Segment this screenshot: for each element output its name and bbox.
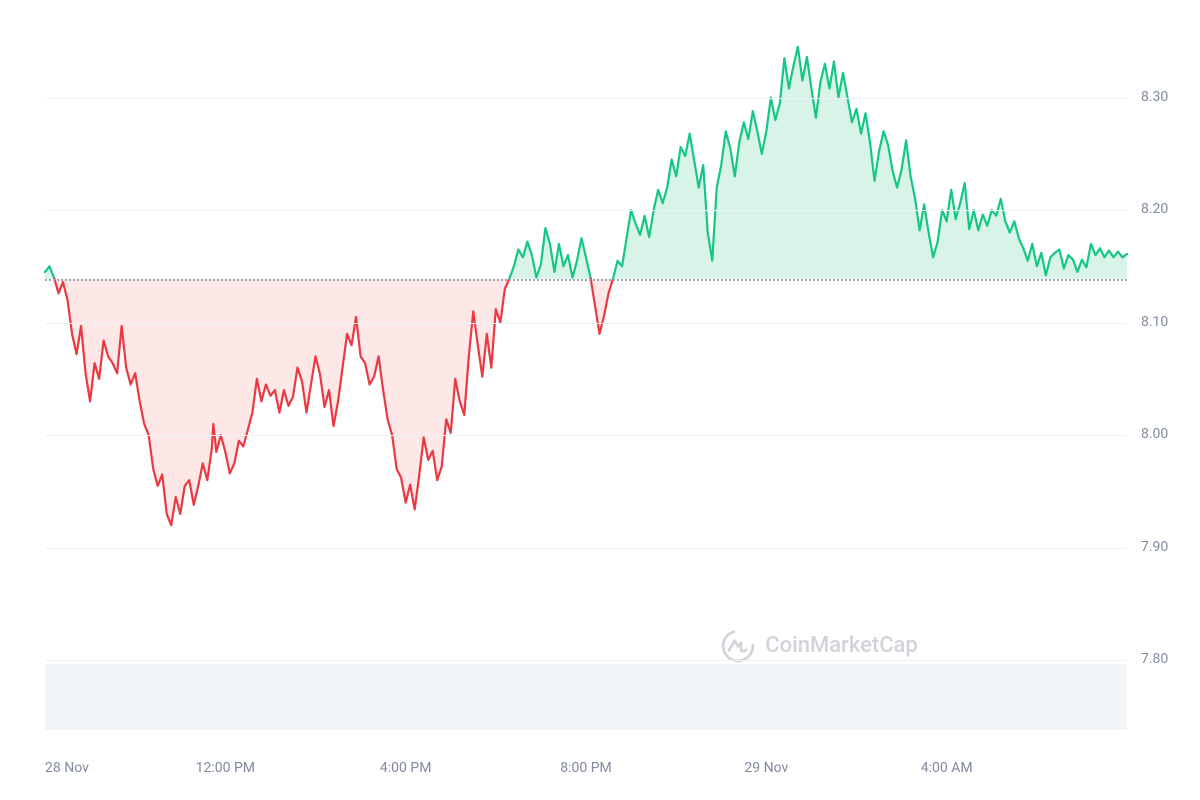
x-axis-label: 12:00 PM <box>196 760 255 776</box>
x-axis-label: 4:00 PM <box>380 760 432 776</box>
y-axis-label: 8.20 <box>1141 201 1168 217</box>
x-axis-label: 4:00 AM <box>921 760 973 776</box>
gridline <box>45 98 1127 99</box>
y-axis-label: 7.90 <box>1141 539 1168 555</box>
volume-strip <box>45 664 1127 731</box>
coinmarketcap-logo-icon <box>721 629 755 663</box>
x-axis-label: 29 Nov <box>744 760 788 776</box>
watermark-text: CoinMarketCap <box>765 633 918 658</box>
area-up <box>613 47 1127 279</box>
y-axis-label: 8.10 <box>1141 314 1168 330</box>
baseline <box>45 279 1127 281</box>
gridline <box>45 210 1127 211</box>
price-chart[interactable]: CoinMarketCap 7.80 7.90 8.00 8.10 8.20 8.30 28… <box>0 0 1200 800</box>
y-axis-label: 8.30 <box>1141 89 1168 105</box>
x-axis-label: 28 Nov <box>45 760 89 776</box>
gridline <box>45 323 1127 324</box>
gridline <box>45 435 1127 436</box>
y-axis-label: 7.80 <box>1141 651 1168 667</box>
gridline <box>45 660 1127 661</box>
coinmarketcap-watermark: CoinMarketCap <box>721 629 918 663</box>
gridline <box>45 548 1127 549</box>
y-axis-label: 8.00 <box>1141 426 1168 442</box>
x-axis-label: 8:00 PM <box>560 760 612 776</box>
